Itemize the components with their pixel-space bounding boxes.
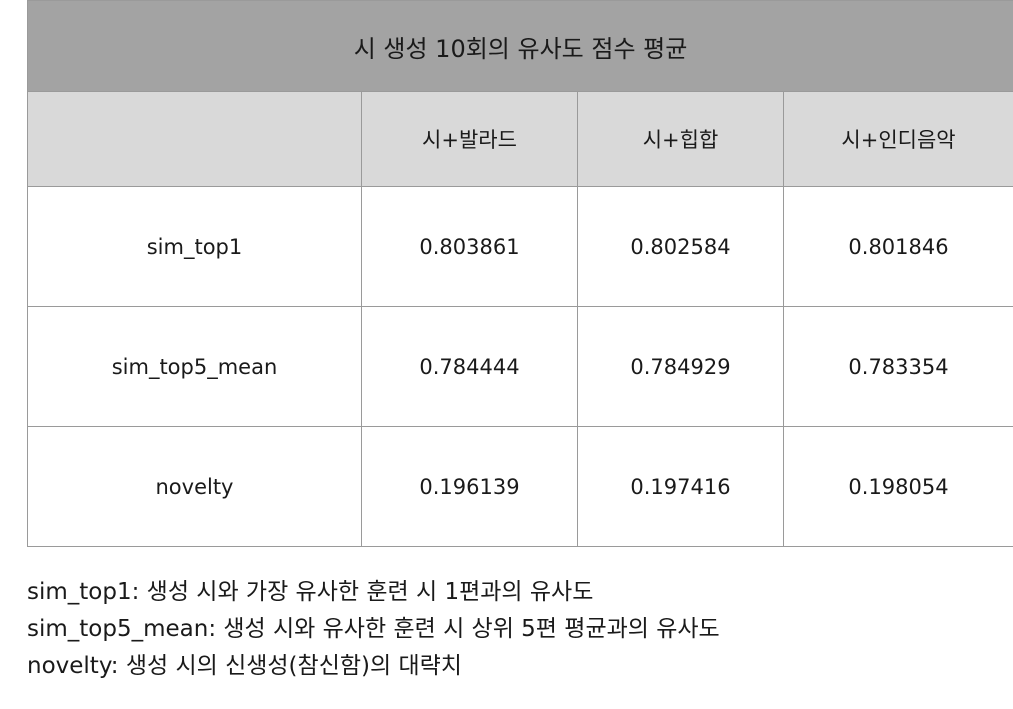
table-header-row: 시+발라드 시+힙합 시+인디음악 bbox=[27, 91, 1013, 187]
note-novelty: novelty: 생성 시의 신생성(참신함)의 대략치 bbox=[27, 653, 462, 679]
table-cell: 0.803861 bbox=[361, 186, 578, 307]
table-cell: 0.783354 bbox=[782, 306, 1013, 427]
column-header-indie: 시+인디음악 bbox=[782, 91, 1013, 187]
table-cell: 0.198054 bbox=[782, 426, 1013, 547]
table-row: sim_top5_mean 0.784444 0.784929 0.783354 bbox=[27, 306, 1013, 427]
metric-notes: sim_top1: 생성 시와 가장 유사한 훈련 시 1편과의 유사도 sim… bbox=[27, 574, 720, 685]
row-label: novelty bbox=[27, 426, 362, 547]
table-row: novelty 0.196139 0.197416 0.198054 bbox=[27, 426, 1013, 547]
note-sim-top1: sim_top1: 생성 시와 가장 유사한 훈련 시 1편과의 유사도 bbox=[27, 579, 594, 605]
similarity-table-container: 시 생성 10회의 유사도 점수 평균 시+발라드 시+힙합 시+인디음악 si… bbox=[26, 0, 1013, 547]
row-label: sim_top1 bbox=[27, 186, 362, 307]
column-header-ballad: 시+발라드 bbox=[361, 91, 578, 187]
header-corner-cell bbox=[27, 91, 362, 187]
column-header-hiphop: 시+힙합 bbox=[577, 91, 784, 187]
table-cell: 0.801846 bbox=[782, 186, 1013, 307]
table-row: sim_top1 0.803861 0.802584 0.801846 bbox=[27, 186, 1013, 307]
table-cell: 0.197416 bbox=[577, 426, 784, 547]
table-cell: 0.784929 bbox=[577, 306, 784, 427]
table-title-row: 시 생성 10회의 유사도 점수 평균 bbox=[26, 0, 1013, 92]
table-cell: 0.784444 bbox=[361, 306, 578, 427]
table-cell: 0.802584 bbox=[577, 186, 784, 307]
table-title: 시 생성 10회의 유사도 점수 평균 bbox=[26, 0, 1013, 92]
note-sim-top5-mean: sim_top5_mean: 생성 시와 유사한 훈련 시 상위 5편 평균과의… bbox=[27, 616, 720, 642]
table-cell: 0.196139 bbox=[361, 426, 578, 547]
row-label: sim_top5_mean bbox=[27, 306, 362, 427]
similarity-score-table: 시 생성 10회의 유사도 점수 평균 시+발라드 시+힙합 시+인디음악 si… bbox=[26, 0, 1013, 547]
